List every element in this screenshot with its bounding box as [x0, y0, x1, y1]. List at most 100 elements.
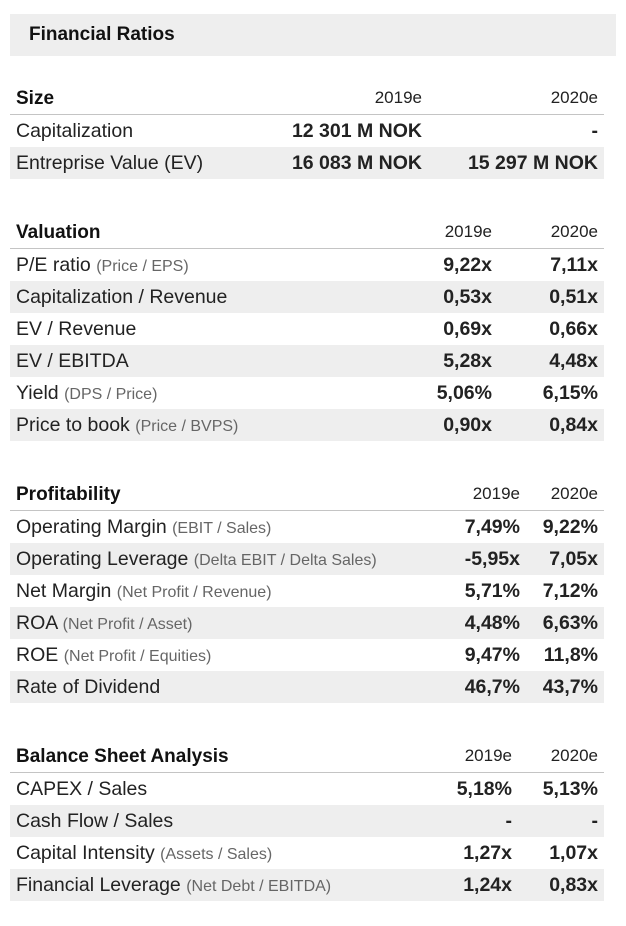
column-header-2019e: 2019e: [464, 746, 512, 765]
section-title: Profitability: [16, 484, 121, 505]
profitability-section: Profitability 2019e 2020e Operating Marg…: [10, 478, 604, 703]
value-2020e: 1,07x: [549, 842, 598, 864]
row-label: EV / Revenue: [16, 313, 136, 345]
row-label: CAPEX / Sales: [16, 773, 147, 805]
row-label: Price to book (Price / BVPS): [16, 409, 238, 443]
section-header: Valuation 2019e 2020e: [10, 216, 604, 249]
row-label: Yield (DPS / Price): [16, 377, 157, 411]
balance-sheet-section: Balance Sheet Analysis 2019e 2020e CAPEX…: [10, 740, 604, 901]
row-label-note: (Assets / Sales): [160, 846, 273, 863]
table-row: Cash Flow / Sales - -: [10, 805, 604, 837]
value-2020e: 43,7%: [542, 676, 598, 698]
value-2019e: -5,95x: [464, 548, 520, 570]
row-label: Net Margin (Net Profit / Revenue): [16, 575, 272, 609]
row-label-note: (Net Profit / Revenue): [116, 584, 272, 601]
table-row: Price to book (Price / BVPS) 0,90x 0,84x: [10, 409, 604, 441]
value-2020e: 6,15%: [542, 382, 598, 404]
row-label-text: Capitalization: [16, 120, 134, 142]
row-label: P/E ratio (Price / EPS): [16, 249, 189, 283]
table-row: Rate of Dividend 46,7% 43,7%: [10, 671, 604, 703]
row-label-note: (Net Profit / Asset): [62, 616, 193, 633]
row-label: Cash Flow / Sales: [16, 805, 173, 837]
section-header: Balance Sheet Analysis 2019e 2020e: [10, 740, 604, 773]
value-2019e: 5,71%: [464, 580, 520, 602]
value-2019e: 0,90x: [443, 414, 492, 436]
value-2020e: 9,22%: [542, 516, 598, 538]
row-label-text: ROA: [16, 612, 58, 634]
value-2019e: 9,22x: [443, 254, 492, 276]
table-row: Operating Leverage (Delta EBIT / Delta S…: [10, 543, 604, 575]
value-2020e: 0,84x: [549, 414, 598, 436]
value-2020e: 7,11x: [550, 254, 598, 276]
section-title: Balance Sheet Analysis: [16, 746, 229, 767]
column-header-2020e: 2020e: [550, 746, 598, 765]
row-label-text: ROE: [16, 644, 59, 666]
table-row: P/E ratio (Price / EPS) 9,22x 7,11x: [10, 249, 604, 281]
row-label-note: (Net Profit / Equities): [63, 648, 212, 665]
table-row: Capitalization 12 301 M NOK -: [10, 115, 604, 147]
row-label-text: Price to book: [16, 414, 130, 436]
size-section: Size 2019e 2020e Capitalization 12 301 M…: [10, 82, 604, 179]
value-2019e: 46,7%: [464, 676, 520, 698]
section-title: Valuation: [16, 222, 101, 243]
value-2020e: -: [591, 120, 599, 142]
table-row: EV / EBITDA 5,28x 4,48x: [10, 345, 604, 377]
row-label: Rate of Dividend: [16, 671, 160, 703]
table-row: Yield (DPS / Price) 5,06% 6,15%: [10, 377, 604, 409]
column-header-2019e: 2019e: [444, 222, 492, 241]
value-2020e: 5,13%: [542, 778, 598, 800]
row-label-text: Capital Intensity: [16, 842, 155, 864]
column-header-2019e: 2019e: [374, 88, 422, 107]
value-2019e: 12 301 M NOK: [291, 120, 422, 142]
value-2020e: 7,05x: [549, 548, 598, 570]
row-label: Capitalization / Revenue: [16, 281, 227, 313]
table-row: Capital Intensity (Assets / Sales) 1,27x…: [10, 837, 604, 869]
row-label-text: Net Margin: [16, 580, 112, 602]
row-label: Entreprise Value (EV): [16, 147, 203, 179]
table-row: ROE (Net Profit / Equities) 9,47% 11,8%: [10, 639, 604, 671]
row-label-text: Operating Leverage: [16, 548, 189, 570]
value-2019e: 16 083 M NOK: [291, 152, 422, 174]
row-label-note: (Delta EBIT / Delta Sales): [193, 552, 377, 569]
row-label: Capital Intensity (Assets / Sales): [16, 837, 272, 871]
row-label-text: Operating Margin: [16, 516, 167, 538]
table-row: ROA (Net Profit / Asset) 4,48% 6,63%: [10, 607, 604, 639]
table-row: Net Margin (Net Profit / Revenue) 5,71% …: [10, 575, 604, 607]
row-label: Capitalization: [16, 115, 133, 147]
page-title: Financial Ratios: [29, 24, 175, 45]
valuation-section: Valuation 2019e 2020e P/E ratio (Price /…: [10, 216, 604, 441]
row-label-text: Cash Flow / Sales: [16, 810, 174, 832]
column-header-2019e: 2019e: [472, 484, 520, 503]
row-label: Operating Leverage (Delta EBIT / Delta S…: [16, 543, 377, 577]
value-2019e: 5,18%: [456, 778, 512, 800]
value-2019e: -: [505, 810, 513, 832]
value-2020e: 7,12%: [542, 580, 598, 602]
value-2019e: 0,53x: [443, 286, 492, 308]
section-header: Profitability 2019e 2020e: [10, 478, 604, 511]
row-label-note: (Net Debt / EBITDA): [186, 878, 332, 895]
row-label-text: P/E ratio: [16, 254, 91, 276]
row-label: Operating Margin (EBIT / Sales): [16, 511, 271, 545]
row-label-text: Rate of Dividend: [16, 676, 161, 698]
row-label-text: CAPEX / Sales: [16, 778, 148, 800]
row-label-text: Financial Leverage: [16, 874, 181, 896]
value-2020e: 0,83x: [549, 874, 598, 896]
table-row: Capitalization / Revenue 0,53x 0,51x: [10, 281, 604, 313]
row-label: Financial Leverage (Net Debt / EBITDA): [16, 869, 331, 903]
value-2019e: 0,69x: [443, 318, 492, 340]
page-header: Financial Ratios: [10, 14, 616, 56]
row-label-note: (Price / EPS): [96, 258, 189, 275]
value-2020e: 0,51x: [549, 286, 598, 308]
column-header-2020e: 2020e: [550, 484, 598, 503]
value-2019e: 9,47%: [464, 644, 520, 666]
row-label-text: Entreprise Value (EV): [16, 152, 204, 174]
value-2019e: 5,28x: [443, 350, 492, 372]
table-row: CAPEX / Sales 5,18% 5,13%: [10, 773, 604, 805]
row-label: EV / EBITDA: [16, 345, 129, 377]
value-2019e: 1,24x: [463, 874, 512, 896]
row-label: ROA (Net Profit / Asset): [16, 607, 192, 641]
value-2019e: 7,49%: [464, 516, 520, 538]
value-2020e: -: [591, 810, 599, 832]
value-2020e: 15 297 M NOK: [467, 152, 598, 174]
value-2019e: 4,48%: [464, 612, 520, 634]
